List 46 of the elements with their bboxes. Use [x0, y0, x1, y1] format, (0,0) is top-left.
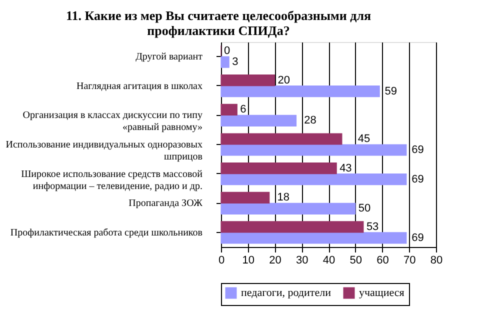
legend-label: учащиеся	[359, 287, 404, 299]
data-label: 3	[232, 56, 238, 68]
data-label: 69	[412, 144, 424, 156]
x-tick-label: 10	[242, 254, 254, 266]
x-tick-label: 60	[376, 254, 389, 266]
y-tick-label: Пропаганда ЗОЖ	[128, 198, 203, 210]
data-label: 28	[304, 114, 316, 127]
x-tick-label: 20	[269, 254, 282, 266]
x-tick-label: 0	[218, 254, 225, 266]
bar	[220, 162, 337, 174]
bar	[220, 221, 364, 233]
data-label: 0	[224, 45, 230, 58]
x-tick-label: 70	[404, 254, 416, 266]
bar	[220, 202, 356, 214]
bar	[220, 133, 342, 145]
x-tick-label: 30	[296, 254, 308, 266]
data-label: 6	[240, 104, 246, 116]
data-label: 45	[358, 133, 370, 145]
bar	[220, 232, 407, 244]
data-label: 43	[340, 162, 352, 174]
chart-title: 11. Какие из мер Вы считаете целесообразными для профилактики СПИДа?	[66, 8, 372, 38]
y-tick-label: Профилактическая работа среди школьников	[10, 227, 203, 238]
bar	[220, 114, 297, 126]
data-label: 20	[278, 74, 290, 86]
y-tick-label: Другой вариант	[136, 52, 204, 63]
bar	[220, 56, 230, 68]
bar	[220, 144, 407, 156]
bar	[220, 74, 276, 86]
x-tick-label: 80	[430, 254, 443, 266]
bar	[220, 174, 407, 186]
x-tick-label: 40	[322, 254, 336, 266]
data-label: 53	[366, 220, 379, 233]
bar	[220, 192, 270, 204]
y-tick-label: Широкое использование средств массовой информации – телевидение, радио и др.	[21, 168, 204, 192]
y-tick-label: Наглядная агитация в школах	[76, 80, 202, 92]
data-label: 69	[412, 232, 424, 244]
data-label: 50	[358, 202, 371, 215]
data-label: 59	[384, 85, 397, 98]
y-tick-label: Использование индивидуальных одноразовых шприцов	[6, 140, 203, 162]
y-tick-label: Организация в классах дискуссии по типу «равный равному»	[22, 110, 202, 134]
bar	[220, 104, 238, 116]
x-tick-label: 50	[350, 254, 362, 266]
legend-label: педагоги, родители	[241, 287, 332, 299]
bar	[220, 86, 380, 98]
data-label: 18	[277, 192, 290, 204]
data-label: 69	[412, 173, 424, 186]
